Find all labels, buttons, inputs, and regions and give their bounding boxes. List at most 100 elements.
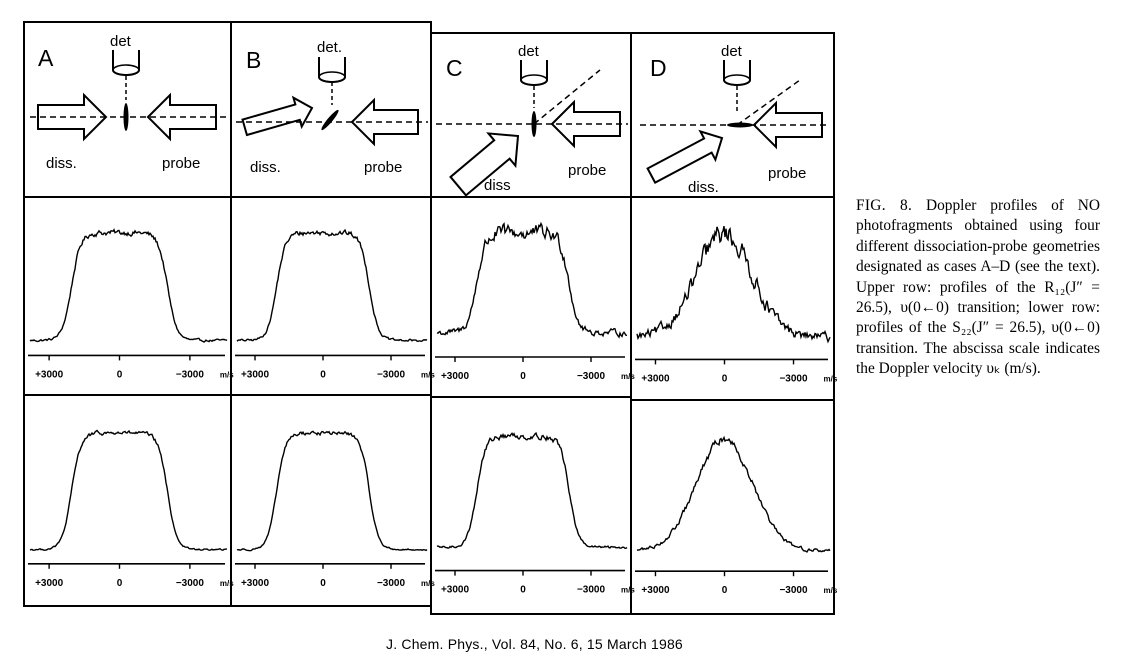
figure-caption: FIG. 8. Doppler profiles of NO photofrag… — [856, 196, 1100, 380]
tick-label-plus-3000: +3000 — [641, 585, 670, 596]
dissociation-arrow-icon — [646, 129, 724, 184]
detector-icon — [318, 57, 346, 83]
panel-label-C: C — [446, 55, 463, 81]
profile-trace — [436, 431, 628, 550]
tick-label-plus-3000: +3000 — [241, 578, 270, 589]
unit-label: m/s — [220, 579, 234, 588]
tick-label-plus-3000: +3000 — [35, 369, 64, 380]
tick-label-minus-3000: −3000 — [377, 369, 406, 380]
dissociation-arrow-icon — [37, 92, 108, 142]
profile-B-upper: +3000 0 −3000 m/s — [235, 228, 435, 380]
diss-label-B: diss. — [250, 159, 281, 176]
diagonal-axis — [736, 79, 801, 126]
profile-A-upper: +3000 0 −3000 m/s — [28, 228, 234, 380]
dissociation-arrow-icon — [241, 95, 314, 137]
tick-label-zero: 0 — [722, 373, 728, 384]
probe-volume-icon — [727, 122, 753, 128]
probe-arrow-icon — [146, 92, 217, 142]
diss-label-A: diss. — [46, 155, 77, 172]
profile-trace — [236, 228, 428, 343]
probe-arrow-icon — [550, 99, 621, 149]
panel-frame — [630, 32, 835, 615]
unit-label: m/s — [621, 372, 635, 381]
probe-label-B: probe — [364, 159, 402, 176]
unit-label: m/s — [220, 370, 234, 379]
tick-label-plus-3000: +3000 — [441, 585, 470, 596]
panel-frame — [430, 32, 632, 615]
profile-trace — [436, 221, 628, 339]
profile-B-lower: +3000 0 −3000 m/s — [235, 430, 435, 589]
detector-label-A: det — [110, 33, 132, 50]
profile-D-lower: +3000 0 −3000 m/s — [635, 435, 838, 596]
detector-label-C: det — [518, 43, 540, 60]
doppler-profiles: +3000 0 −3000 m/s +3000 0 −3000 m/s +3000 0 −3000 m… — [28, 221, 838, 596]
tick-label-plus-3000: +3000 — [35, 578, 64, 589]
profile-C-upper: +3000 0 −3000 m/s — [435, 221, 635, 382]
profile-trace — [29, 228, 228, 343]
tick-label-minus-3000: −3000 — [577, 371, 606, 382]
profile-trace — [236, 430, 428, 552]
unit-label: m/s — [621, 586, 635, 595]
tick-label-minus-3000: −3000 — [176, 369, 205, 380]
tick-label-zero: 0 — [320, 369, 326, 380]
caption-text: Doppler profiles of NO photofragments ob… — [856, 197, 1100, 378]
unit-label: m/s — [824, 374, 838, 383]
tick-label-zero: 0 — [320, 578, 326, 589]
profile-trace — [636, 435, 831, 553]
tick-label-plus-3000: +3000 — [241, 369, 270, 380]
tick-label-zero: 0 — [117, 578, 123, 589]
panel-label-A: A — [38, 45, 54, 71]
probe-volume-icon — [531, 111, 537, 137]
tick-label-minus-3000: −3000 — [377, 578, 406, 589]
diss-label-D: diss. — [688, 179, 719, 196]
probe-arrow-icon — [350, 97, 419, 147]
detector-icon — [723, 60, 751, 86]
profile-C-lower: +3000 0 −3000 m/s — [435, 431, 635, 596]
tick-label-zero: 0 — [722, 585, 728, 596]
profile-D-upper: +3000 0 −3000 m/s — [635, 225, 838, 384]
journal-footer: J. Chem. Phys., Vol. 84, No. 6, 15 March… — [386, 636, 683, 652]
diss-label-C: diss — [484, 177, 511, 194]
tick-label-plus-3000: +3000 — [441, 371, 470, 382]
detector-label-B: det. — [317, 39, 342, 56]
detector-label-D: det — [721, 43, 743, 60]
probe-label-D: probe — [768, 165, 806, 182]
tick-label-zero: 0 — [117, 369, 123, 380]
tick-label-minus-3000: −3000 — [779, 585, 808, 596]
detector-icon — [112, 50, 140, 76]
unit-label: m/s — [824, 586, 838, 595]
probe-volume-icon — [123, 103, 129, 131]
detector-aperture-icon — [318, 71, 346, 83]
dissociation-arrow-icon — [449, 132, 520, 197]
detector-aperture-icon — [723, 74, 751, 86]
probe-volume-icon — [321, 109, 339, 131]
unit-label: m/s — [421, 370, 435, 379]
panel-label-D: D — [650, 55, 667, 81]
caption-label: FIG. 8. — [856, 197, 913, 214]
tick-label-minus-3000: −3000 — [779, 373, 808, 384]
detector-icon — [520, 60, 548, 86]
probe-arrow-icon — [752, 100, 823, 150]
profile-A-lower: +3000 0 −3000 m/s — [28, 429, 234, 589]
profile-trace — [29, 429, 228, 551]
tick-label-minus-3000: −3000 — [176, 578, 205, 589]
probe-label-A: probe — [162, 155, 200, 172]
diagonal-axis — [533, 69, 601, 125]
profile-trace — [636, 225, 831, 344]
panel-label-B: B — [246, 47, 261, 73]
tick-label-minus-3000: −3000 — [577, 585, 606, 596]
probe-label-C: probe — [568, 162, 606, 179]
unit-label: m/s — [421, 579, 435, 588]
panel-frames — [23, 21, 835, 615]
tick-label-zero: 0 — [520, 585, 526, 596]
tick-label-plus-3000: +3000 — [641, 373, 670, 384]
detector-aperture-icon — [112, 64, 140, 76]
tick-label-zero: 0 — [520, 371, 526, 382]
detector-aperture-icon — [520, 74, 548, 86]
